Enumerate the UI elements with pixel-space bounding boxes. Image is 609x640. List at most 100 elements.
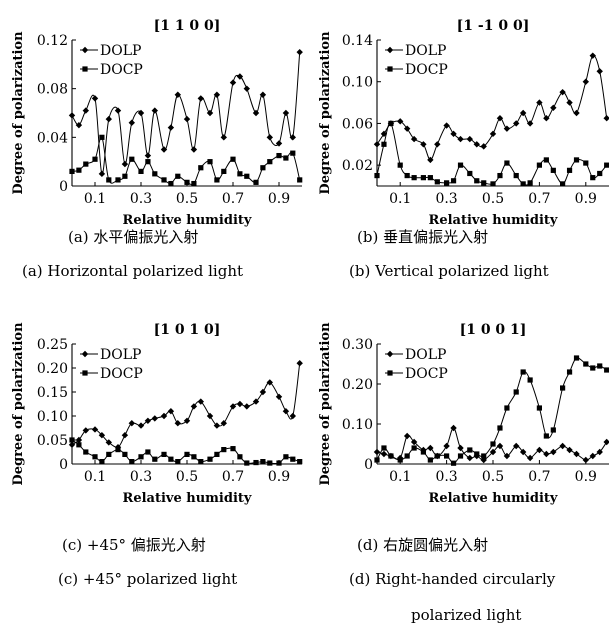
caption-en-c: (c) +45° polarized light (58, 570, 238, 588)
data-point (121, 432, 129, 439)
y-tick-label: 0 (59, 457, 68, 473)
data-point (444, 180, 450, 186)
data-point (443, 442, 450, 450)
data-point (397, 457, 403, 463)
data-point (267, 159, 273, 165)
data-point (221, 168, 227, 174)
data-point (496, 115, 504, 122)
data-point (128, 420, 135, 427)
data-point (543, 433, 549, 439)
data-point (244, 173, 250, 179)
data-point (237, 171, 243, 177)
data-point (151, 107, 158, 114)
y-tick-label: 0.10 (342, 417, 373, 433)
data-point (83, 449, 89, 455)
legend: DOLP DOCP (80, 43, 143, 78)
chart-title: [1 0 0 1] (460, 322, 527, 338)
data-point (99, 134, 105, 140)
legend-label: DOCP (405, 366, 448, 382)
data-point (290, 150, 296, 156)
data-point (197, 95, 204, 102)
data-point (190, 146, 198, 153)
data-point (536, 162, 542, 168)
data-point (373, 448, 381, 456)
data-point (236, 73, 244, 80)
data-point (550, 427, 556, 433)
data-point (236, 400, 244, 408)
data-point (275, 393, 283, 400)
data-point (397, 162, 403, 168)
data-point (543, 115, 550, 122)
data-point (68, 112, 76, 119)
series-docp (374, 355, 609, 466)
data-point (82, 427, 89, 434)
data-point (152, 456, 158, 462)
data-point (466, 454, 473, 462)
data-point (527, 180, 533, 186)
legend-marker (81, 350, 89, 358)
y-tick-label: 0.04 (37, 130, 68, 146)
x-tick-label: 0.5 (482, 191, 504, 207)
data-point (206, 412, 214, 420)
data-point (403, 432, 411, 440)
data-point (267, 460, 273, 466)
data-point (381, 141, 387, 147)
data-point (184, 451, 190, 457)
data-point (282, 408, 290, 415)
x-tick-label: 0.7 (528, 469, 550, 485)
data-point (604, 162, 609, 168)
x-tick-label: 0.5 (176, 191, 198, 207)
legend-marker (387, 66, 393, 72)
data-point (183, 417, 191, 424)
series-line (71, 439, 300, 465)
y-axis-label: Degree of polarization (11, 322, 26, 486)
data-point (138, 454, 144, 460)
data-point (297, 459, 303, 465)
chart-panel-a: [1 1 0 0] Degree of polarization Relative … (0, 0, 303, 300)
y-axis-label: Degree of polarization (11, 31, 26, 195)
data-point (450, 424, 457, 432)
data-point (91, 426, 99, 433)
data-point (122, 173, 128, 179)
data-point (229, 79, 237, 86)
data-point (388, 120, 394, 127)
data-point (282, 109, 290, 117)
y-tick-label: 0.02 (342, 158, 373, 174)
data-point (184, 179, 190, 185)
data-point (504, 405, 510, 411)
data-point (411, 175, 417, 181)
chart-svg-a: [1 1 0 0] Degree of polarization Relative … (11, 18, 303, 228)
data-point (213, 91, 221, 98)
data-point (197, 398, 204, 405)
data-point (115, 447, 121, 453)
series-docp (69, 134, 303, 187)
data-point (566, 99, 573, 106)
x-axis-label: Relative humidity (429, 213, 558, 228)
data-point (145, 449, 151, 455)
data-point (582, 78, 589, 85)
y-tick-label: 0.20 (342, 377, 373, 393)
data-point (497, 425, 503, 431)
data-point (167, 124, 175, 131)
data-point (590, 175, 596, 181)
y-tick-label: 0.10 (37, 409, 68, 425)
data-point (573, 109, 580, 117)
data-point (174, 420, 181, 427)
data-point (296, 360, 303, 367)
data-point (207, 159, 213, 165)
data-point (596, 68, 603, 75)
data-point (213, 422, 221, 429)
y-tick-label: 0.20 (37, 361, 68, 377)
caption-cn-b: (b) 垂直偏振光入射 (357, 228, 489, 246)
y-tick-label: 0.05 (37, 433, 68, 449)
data-point (174, 91, 181, 98)
data-point (183, 115, 191, 123)
data-point (397, 118, 404, 125)
data-point (604, 367, 609, 373)
caption-en-a: (a) Horizontal polarized light (22, 262, 244, 280)
data-point (573, 157, 580, 163)
data-point (152, 171, 158, 177)
chart-svg-c: [1 0 1 0] Degree of polarization Relative … (11, 322, 303, 506)
data-point (474, 451, 480, 457)
data-point (374, 172, 380, 179)
